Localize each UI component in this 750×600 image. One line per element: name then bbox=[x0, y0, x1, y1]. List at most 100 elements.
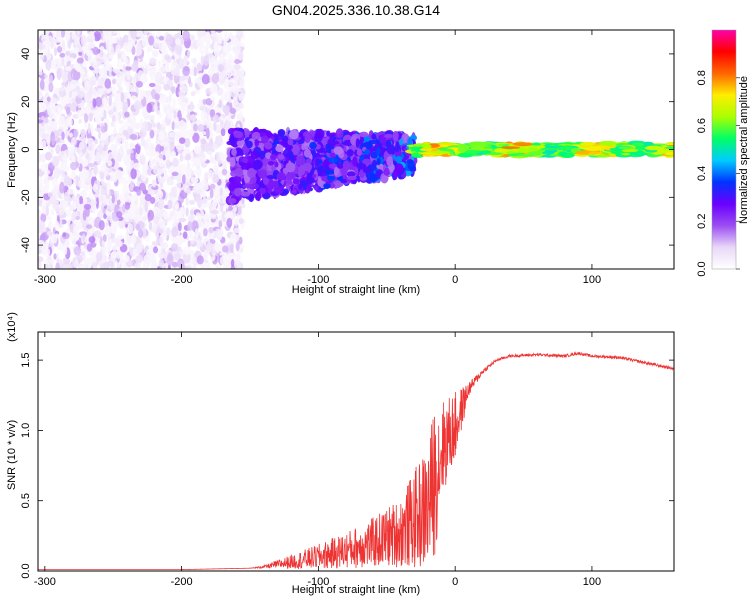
heatmap-cell bbox=[209, 188, 214, 199]
heatmap-cell bbox=[176, 181, 182, 189]
heatmap-cell bbox=[93, 30, 101, 42]
heatmap-cell bbox=[398, 138, 404, 146]
heatmap-cell bbox=[209, 43, 215, 50]
heatmap-cell bbox=[83, 203, 92, 210]
heatmap-cell bbox=[204, 171, 209, 182]
heatmap-cell bbox=[129, 133, 138, 140]
heatmap-cell bbox=[247, 167, 256, 179]
heatmap-cell bbox=[94, 236, 99, 244]
x-tick-label: -300 bbox=[34, 576, 56, 588]
heatmap-cell bbox=[163, 84, 170, 91]
heatmap-cell bbox=[76, 156, 84, 164]
heatmap-cell bbox=[131, 46, 136, 56]
heatmap-cell bbox=[238, 110, 244, 123]
heatmap-cell bbox=[218, 99, 223, 109]
heatmap-cell bbox=[110, 144, 118, 152]
heatmap-cell bbox=[116, 251, 121, 260]
heatmap-cell bbox=[47, 103, 51, 116]
heatmap-cell bbox=[289, 129, 299, 140]
heatmap-cell bbox=[207, 52, 213, 59]
heatmap-cell bbox=[178, 217, 187, 223]
heatmap-cell bbox=[130, 195, 137, 202]
heatmap-cell bbox=[63, 56, 67, 67]
heatmap-cell bbox=[69, 262, 74, 269]
heatmap-cell bbox=[235, 30, 242, 36]
heatmap-cell bbox=[82, 169, 90, 179]
heatmap-cell bbox=[188, 199, 195, 206]
heatmap-cell bbox=[155, 231, 159, 238]
heatmap-cell bbox=[93, 164, 98, 176]
heatmap-cell bbox=[38, 119, 44, 124]
heatmap-cell bbox=[234, 252, 241, 261]
heatmap-cell bbox=[384, 133, 393, 139]
heatmap-cell bbox=[179, 130, 188, 138]
heatmap-cell bbox=[100, 125, 106, 134]
heatmap-cell bbox=[165, 227, 171, 236]
heatmap-cell bbox=[219, 152, 224, 158]
heatmap-cell bbox=[56, 258, 60, 263]
heatmap-cell bbox=[181, 173, 186, 185]
heatmap-cell bbox=[78, 119, 82, 124]
heatmap-cell bbox=[126, 232, 134, 244]
heatmap-cell bbox=[206, 150, 213, 155]
heatmap-cell bbox=[155, 110, 161, 115]
heatmap-cell bbox=[235, 241, 240, 252]
heatmap-cell bbox=[122, 254, 130, 262]
heatmap-cell bbox=[203, 249, 209, 260]
heatmap-cell bbox=[386, 155, 394, 167]
heatmap-cell bbox=[584, 146, 603, 152]
heatmap-cell bbox=[165, 149, 171, 160]
heatmap-cell bbox=[356, 148, 363, 156]
heatmap-cell bbox=[237, 71, 243, 79]
heatmap-cell bbox=[205, 143, 214, 152]
heatmap-cell bbox=[201, 156, 207, 162]
heatmap-cell bbox=[631, 142, 645, 147]
heatmap-cell bbox=[61, 73, 70, 83]
heatmap-cell bbox=[139, 60, 147, 68]
heatmap-cell bbox=[45, 35, 53, 43]
heatmap-cell bbox=[82, 197, 88, 204]
heatmap-cell bbox=[50, 103, 56, 115]
heatmap-cell bbox=[185, 197, 189, 206]
heatmap-cell bbox=[99, 262, 104, 269]
heatmap-cell bbox=[148, 82, 156, 88]
heatmap-cell bbox=[127, 222, 134, 235]
heatmap-cell bbox=[195, 212, 201, 218]
heatmap-cell bbox=[196, 182, 204, 189]
heatmap-cell bbox=[126, 71, 131, 81]
heatmap-cell bbox=[44, 82, 49, 93]
heatmap-cell bbox=[121, 135, 127, 145]
heatmap-cell bbox=[500, 146, 521, 150]
heatmap-cell bbox=[123, 121, 129, 129]
heatmap-cell bbox=[189, 150, 194, 162]
heatmap-cell bbox=[83, 157, 88, 167]
heatmap-cell bbox=[202, 192, 207, 199]
heatmap-cell bbox=[115, 112, 120, 122]
heatmap-cell bbox=[229, 107, 237, 114]
colorbar-tick-label: 0.8 bbox=[696, 70, 708, 85]
heatmap-cell bbox=[234, 218, 239, 226]
heatmap-cell bbox=[217, 32, 223, 45]
heatmap-cell bbox=[109, 135, 115, 143]
colorbar-tick-label: 0.2 bbox=[696, 214, 708, 229]
heatmap-cell bbox=[213, 41, 219, 53]
heatmap-cell bbox=[277, 128, 286, 137]
heatmap-cell bbox=[202, 262, 211, 269]
x-tick-label: -100 bbox=[307, 576, 329, 588]
heatmap-cell bbox=[74, 35, 79, 47]
heatmap-cell bbox=[134, 216, 140, 224]
heatmap-cell bbox=[154, 139, 163, 145]
heatmap-cell bbox=[57, 115, 66, 128]
heatmap-cell bbox=[240, 191, 251, 197]
heatmap-cell bbox=[66, 85, 72, 92]
heatmap-cell bbox=[141, 36, 149, 48]
heatmap-cell bbox=[186, 166, 192, 177]
heatmap-cell bbox=[71, 137, 76, 146]
heatmap-cell bbox=[167, 199, 173, 210]
heatmap-cell bbox=[182, 251, 191, 264]
heatmap-cell bbox=[285, 162, 296, 173]
heatmap-cell bbox=[234, 58, 241, 65]
heatmap-cell bbox=[140, 94, 144, 100]
heatmap-cell bbox=[87, 163, 96, 168]
heatmap-cell bbox=[171, 121, 175, 131]
